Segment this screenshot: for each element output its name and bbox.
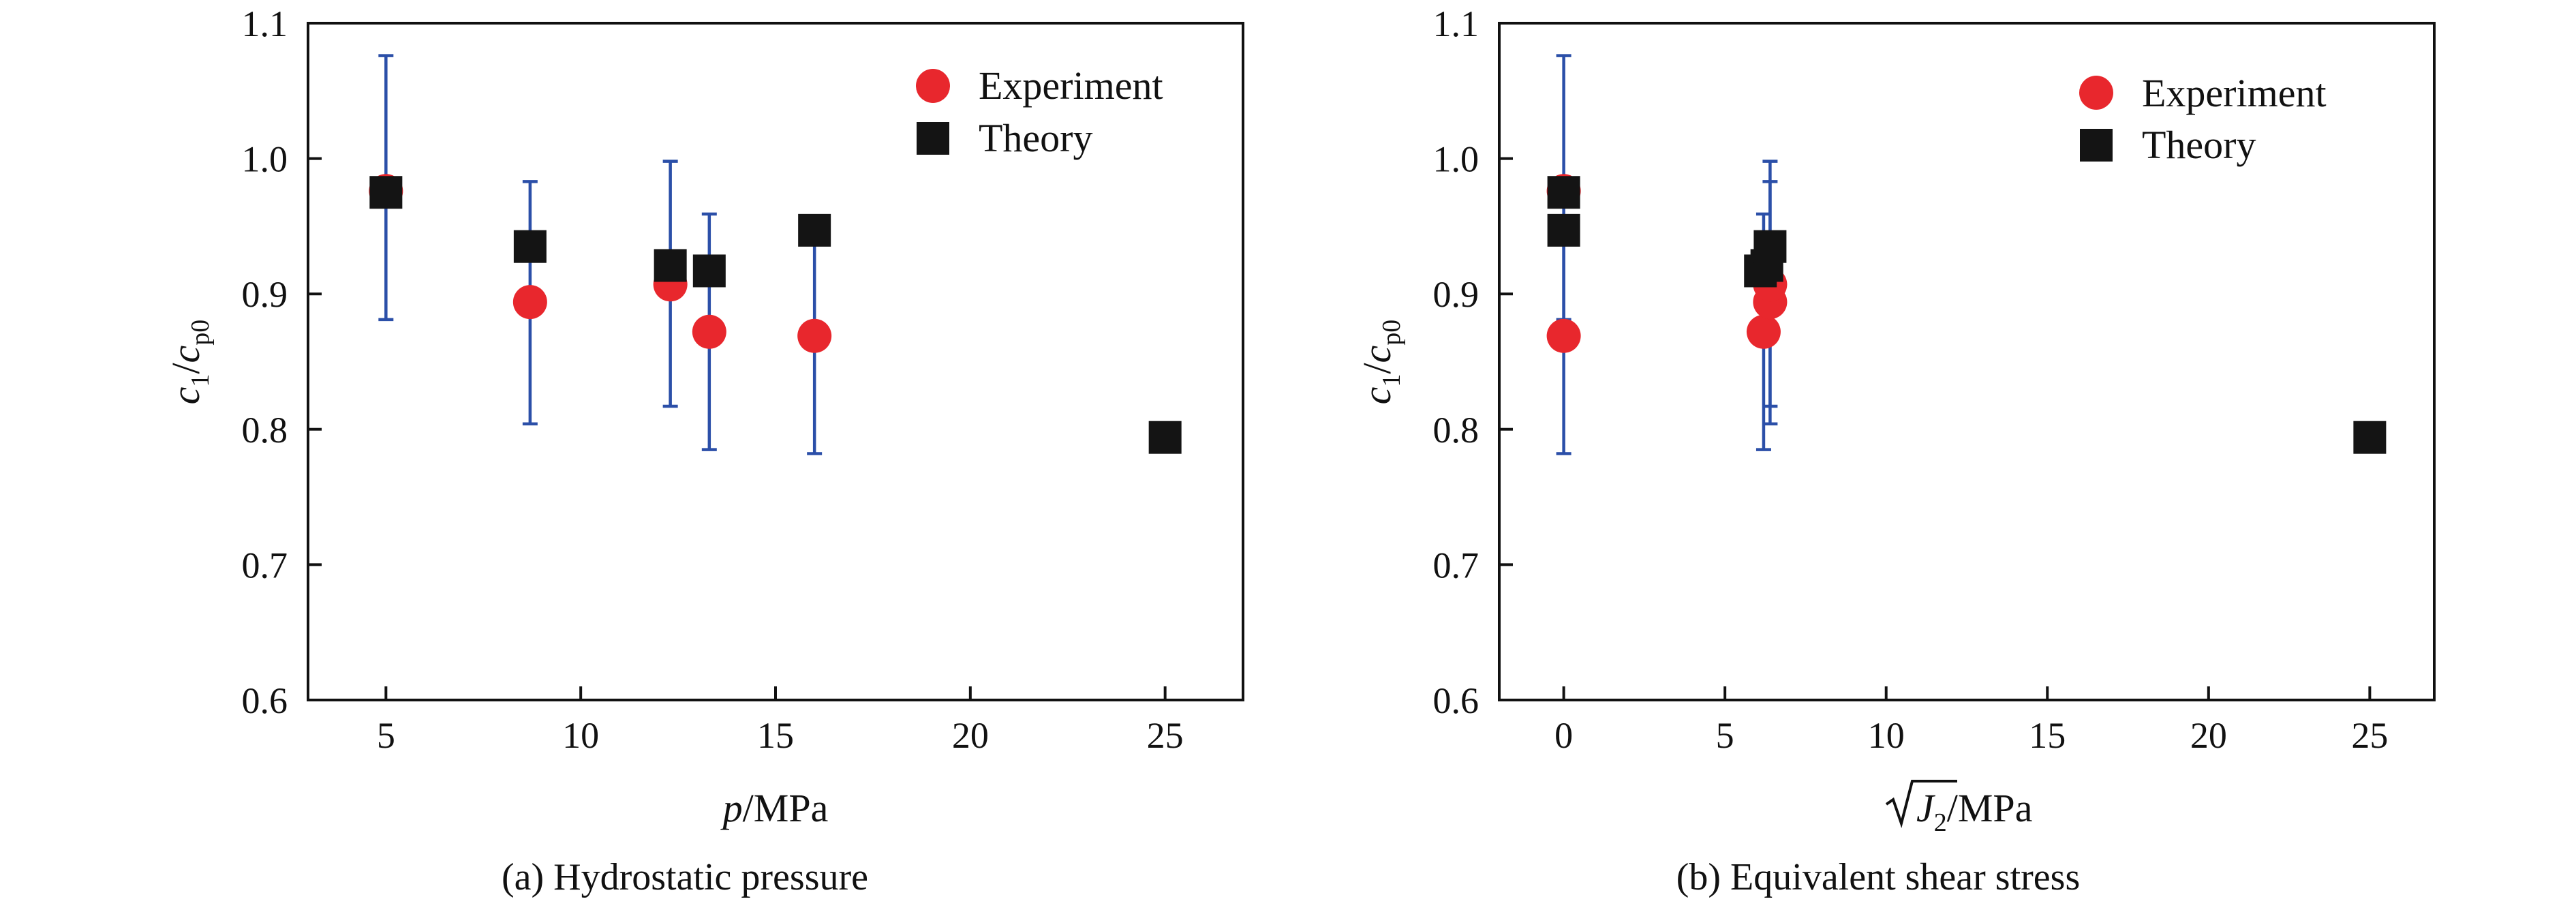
x-tick-label: 10: [1868, 715, 1905, 756]
x-tick-label: 10: [562, 715, 599, 756]
legend-experiment-label: Experiment: [979, 63, 1163, 108]
theory-point: [369, 176, 403, 209]
y-tick-label: 1.1: [1433, 3, 1479, 44]
theory-point: [513, 230, 547, 263]
x-tick-label: 5: [1716, 715, 1734, 756]
chart-panel-b: 0 5 10 15 20 25 0.6 0.7 0.8 0.9 1.0 1.1 Experiment …: [1355, 3, 2436, 898]
sqrt-symbol: [1885, 780, 1957, 828]
y-tick-label: 0.7: [242, 545, 288, 586]
legend-theory-label: Theory: [2142, 123, 2256, 167]
x-tick-label: 5: [377, 715, 395, 756]
x-tick-label: 25: [2351, 715, 2388, 756]
y-tick-label: 0.9: [1433, 274, 1479, 315]
x-axis-title: p/MPa: [720, 786, 829, 830]
y-tick-label: 0.9: [242, 274, 288, 315]
y-tick-label: 0.6: [1433, 680, 1479, 721]
y-tick-label: 0.8: [242, 410, 288, 451]
y-tick-label: 1.1: [242, 3, 288, 44]
y-tick-label: 0.6: [242, 680, 288, 721]
theory-point: [1547, 176, 1580, 209]
experiment-point: [512, 285, 547, 320]
error-bars: [378, 54, 823, 455]
experiment-point: [797, 318, 832, 353]
legend-theory-marker: [917, 122, 949, 155]
y-tick-label: 0.8: [1433, 410, 1479, 451]
theory-point: [692, 254, 726, 288]
x-tick-label: 20: [2190, 715, 2227, 756]
y-tick-label: 0.7: [1433, 545, 1479, 586]
x-tick-label: 20: [952, 715, 989, 756]
theory-point: [1547, 213, 1580, 247]
theory-point: [2353, 421, 2387, 454]
plot-frame: [307, 22, 1244, 701]
theory-point: [654, 249, 687, 282]
experiment-point: [1746, 314, 1781, 349]
legend-theory-marker: [2080, 129, 2113, 162]
y-tick-label: 1.0: [1433, 139, 1479, 180]
figure-caption-b: (b) Equivalent shear stress: [1676, 856, 2080, 898]
svg-text:J2/MPa: J2/MPa: [1916, 786, 2032, 837]
x-tick-label: 0: [1554, 715, 1573, 756]
axis-ticks: 5 10 15 20 25 0.6 0.7 0.8 0.9 1.0 1.1: [242, 3, 1184, 756]
experiment-point: [1546, 318, 1581, 353]
figure-caption-a: (a) Hydrostatic pressure: [502, 856, 868, 898]
axis-ticks: 0 5 10 15 20 25 0.6 0.7 0.8 0.9 1.0 1.1: [1433, 3, 2389, 756]
legend: Experiment Theory: [916, 63, 1163, 160]
legend-experiment-marker: [2079, 76, 2113, 110]
legend-experiment-label: Experiment: [2142, 71, 2327, 115]
y-axis-title: c1/cp0: [1355, 320, 1406, 405]
data-markers: [369, 174, 1182, 454]
theory-point: [1753, 230, 1787, 263]
experiment-point: [692, 314, 726, 349]
chart-panel-a: 5 10 15 20 25 0.6 0.7 0.8 0.9 1.0 1.1 Experiment T…: [164, 3, 1244, 898]
legend-theory-label: Theory: [979, 116, 1093, 160]
theory-point: [1148, 421, 1182, 454]
legend: Experiment Theory: [2079, 71, 2327, 167]
x-tick-label: 25: [1147, 715, 1184, 756]
plot-frame: [1498, 22, 2436, 701]
y-axis-title: c1/cp0: [164, 320, 215, 405]
legend-experiment-marker: [916, 69, 950, 103]
x-tick-label: 15: [757, 715, 794, 756]
data-markers: [1546, 174, 2387, 454]
x-axis-title: J2/MPa: [1885, 780, 2032, 837]
x-tick-label: 15: [2029, 715, 2066, 756]
y-tick-label: 1.0: [242, 139, 288, 180]
theory-point: [798, 213, 831, 247]
